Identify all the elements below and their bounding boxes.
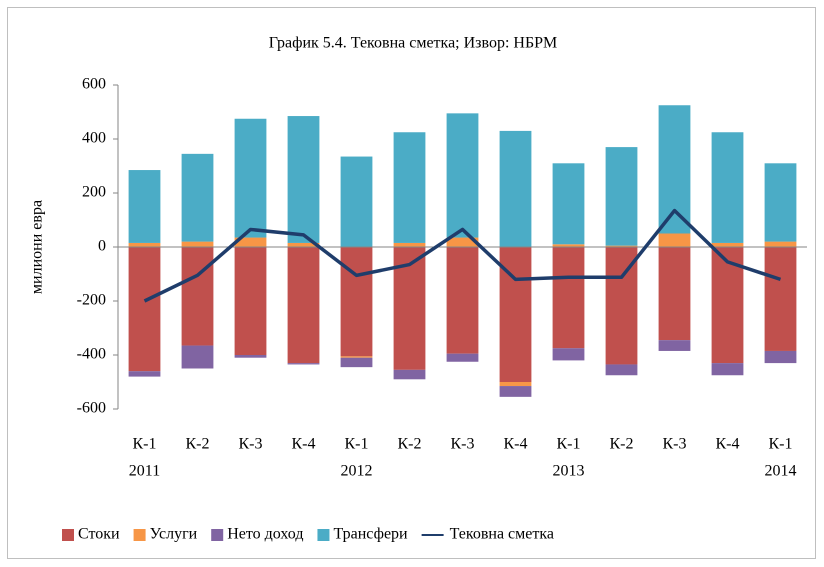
- legend-label: Трансфери: [333, 526, 408, 543]
- bar: [340, 156, 373, 247]
- bar: [658, 247, 691, 341]
- bar: [764, 350, 797, 364]
- legend-swatch: [317, 529, 330, 541]
- bar: [552, 247, 585, 349]
- x-tick-label: К-1: [345, 436, 369, 453]
- y-tick-label: -400: [77, 346, 106, 363]
- x-tick-year: 2011: [129, 463, 160, 480]
- x-tick-year: 2012: [341, 463, 373, 480]
- bar: [393, 132, 426, 243]
- bar: [340, 356, 373, 358]
- x-tick-label: К-3: [451, 436, 475, 453]
- bar: [605, 364, 638, 376]
- legend-label: Тековна сметка: [450, 526, 554, 543]
- y-tick-label: 400: [82, 130, 106, 147]
- x-tick-label: К-3: [239, 436, 263, 453]
- bar: [234, 237, 267, 247]
- bar: [234, 247, 267, 355]
- bar: [181, 153, 214, 242]
- x-tick-label: К-1: [769, 436, 793, 453]
- legend-swatch: [62, 529, 74, 541]
- legend-swatch: [133, 529, 146, 541]
- x-tick-year: 2013: [553, 463, 585, 480]
- bar: [446, 113, 479, 238]
- bar: [128, 247, 161, 372]
- x-tick-label: К-3: [663, 436, 687, 453]
- line: [143, 208, 782, 303]
- bar: [499, 386, 532, 397]
- legend-label: Услуги: [150, 526, 198, 543]
- bar: [128, 170, 161, 243]
- bar: [287, 242, 320, 247]
- bar: [764, 247, 797, 351]
- bar: [181, 241, 214, 247]
- bar: [499, 382, 532, 387]
- x-tick-year: 2014: [765, 463, 797, 480]
- bar: [128, 242, 161, 247]
- bar: [287, 116, 320, 243]
- bar: [446, 353, 479, 362]
- bar: [181, 345, 214, 369]
- x-tick-label: К-1: [557, 436, 581, 453]
- y-tick-label: -200: [77, 292, 106, 309]
- bar: [234, 118, 267, 238]
- y-tick-label: -600: [77, 400, 106, 417]
- bar: [764, 241, 797, 247]
- bar: [552, 348, 585, 361]
- x-tick-label: К-2: [186, 436, 210, 453]
- bar: [393, 242, 426, 247]
- legend-label: Нето доход: [227, 526, 303, 543]
- bar: [128, 371, 161, 377]
- bar: [658, 233, 691, 247]
- bar: [340, 247, 373, 357]
- bar: [658, 105, 691, 234]
- y-tick-label: 600: [82, 76, 106, 93]
- legend-label: Стоки: [78, 526, 120, 543]
- x-tick-label: К-4: [504, 436, 528, 453]
- bar: [446, 237, 479, 247]
- bar: [552, 163, 585, 245]
- y-tick-label: 0: [98, 238, 106, 255]
- bar: [605, 147, 638, 246]
- bar: [287, 247, 320, 364]
- x-tick-label: К-1: [133, 436, 157, 453]
- x-tick-label: К-2: [610, 436, 634, 453]
- legend-swatch: [211, 529, 224, 541]
- x-tick-label: К-4: [292, 436, 316, 453]
- x-tick-label: К-4: [716, 436, 740, 453]
- bar: [552, 244, 585, 247]
- x-tick-label: К-2: [398, 436, 422, 453]
- bar: [711, 132, 744, 243]
- bar: [393, 369, 426, 380]
- y-tick-label: 200: [82, 184, 106, 201]
- bar: [181, 247, 214, 346]
- bar: [711, 363, 744, 376]
- chart-title: График 5.4. Тековна сметка; Извор: НБРМ: [269, 35, 558, 52]
- y-axis-label: милиони евра: [29, 200, 46, 294]
- bar: [234, 355, 267, 358]
- bar: [658, 340, 691, 351]
- bar: [287, 363, 320, 365]
- bar: [340, 357, 373, 368]
- bar: [605, 245, 638, 247]
- bar: [711, 242, 744, 247]
- bar: [499, 130, 532, 247]
- bar: [446, 247, 479, 354]
- bar: [764, 163, 797, 242]
